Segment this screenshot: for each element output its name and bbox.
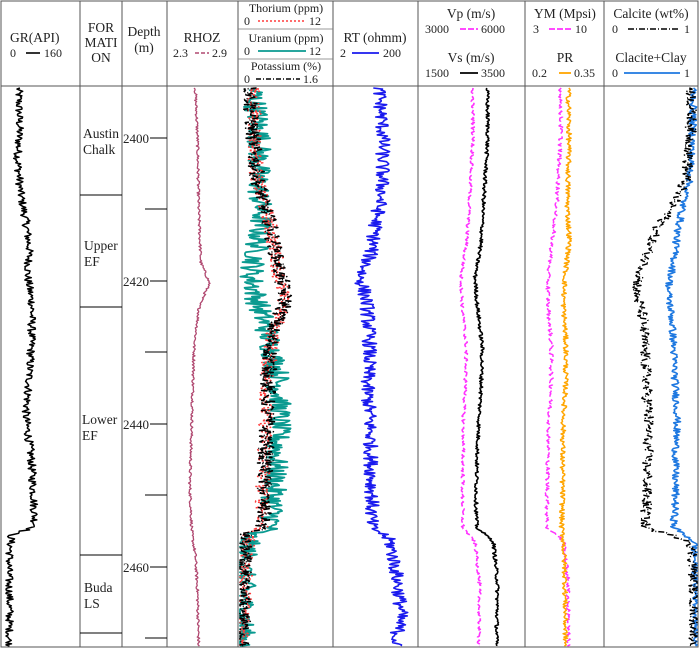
- vp-min: 3000: [425, 22, 449, 36]
- formation-title-line-3: ON: [91, 50, 111, 65]
- calcite-curve: [631, 87, 698, 647]
- formation-buda-ls-line-1: Buda: [84, 580, 113, 595]
- thorium-min: 0: [244, 14, 250, 28]
- formation-austin-chalk-line-1: Austin: [83, 126, 119, 141]
- pr-max: 0.35: [574, 66, 595, 80]
- depth-label-2460: 2460: [123, 560, 149, 575]
- formation-track: Austin Chalk Upper EF Lower EF Buda LS: [80, 126, 122, 634]
- formation-upper-ef-line-2: EF: [84, 254, 100, 269]
- depth-title-line-1: Depth: [128, 24, 161, 39]
- depth-label-2400: 2400: [123, 131, 149, 146]
- pr-title: PR: [557, 50, 574, 65]
- depth-track: 2400 2420 2440 2460: [123, 131, 167, 639]
- calcite-min: 0: [612, 22, 618, 36]
- pr-min: 0.2: [532, 66, 547, 80]
- rt-max: 200: [383, 46, 401, 60]
- ym-max: 10: [575, 22, 587, 36]
- vs-min: 1500: [425, 66, 449, 80]
- pr-curve: [558, 87, 573, 647]
- gr-curve: [5, 87, 39, 647]
- vp-title: Vp (m/s): [447, 6, 495, 21]
- uranium-min: 0: [244, 44, 250, 58]
- formation-title: FOR MATI ON: [85, 20, 119, 65]
- calcite-clay-title: Clacite+Clay: [615, 50, 687, 65]
- vp-max: 6000: [481, 22, 505, 36]
- depth-label-2440: 2440: [123, 417, 149, 432]
- formation-austin-chalk-line-2: Chalk: [83, 142, 115, 157]
- potassium-max: 1.6: [303, 72, 318, 86]
- thorium-title: Thorium (ppm): [249, 1, 323, 15]
- rt-min: 2: [340, 46, 346, 60]
- vs-curve: [472, 87, 500, 647]
- thorium-max: 12: [309, 14, 321, 28]
- rhoz-title: RHOZ: [184, 30, 221, 45]
- vp-curve: [459, 87, 482, 647]
- rhoz-min: 2.3: [173, 46, 188, 60]
- potassium-title: Potassium (%): [251, 59, 321, 73]
- vs-title: Vs (m/s): [448, 50, 495, 65]
- formation-title-line-2: MATI: [85, 35, 119, 50]
- formation-lower-ef-line-2: EF: [82, 428, 98, 443]
- uranium-title: Uranium (ppm): [249, 31, 324, 45]
- formation-title-line-1: FOR: [88, 20, 114, 35]
- depth-title-line-2: (m): [134, 40, 154, 55]
- gr-max: 160: [44, 46, 62, 60]
- rhoz-max: 2.9: [212, 46, 227, 60]
- vs-max: 3500: [481, 66, 505, 80]
- gr-title: GR(API): [10, 30, 60, 45]
- calcite-clay-max: 1: [684, 66, 690, 80]
- calcite-clay-curve: [665, 87, 698, 647]
- calcite-title: Calcite (wt%): [613, 6, 688, 21]
- depth-label-2420: 2420: [123, 274, 149, 289]
- depth-title: Depth (m): [128, 24, 161, 55]
- calcite-max: 1: [684, 22, 690, 36]
- potassium-min: 0: [244, 72, 250, 86]
- calcite-clay-min: 0: [612, 66, 618, 80]
- rt-curve: [354, 87, 409, 647]
- formation-buda-ls-line-2: LS: [84, 596, 100, 611]
- potassium-curve: [239, 87, 293, 647]
- ym-title: YM (Mpsi): [534, 6, 596, 21]
- rhoz-curve: [187, 87, 211, 647]
- gr-min: 0: [10, 46, 16, 60]
- formation-upper-ef-line-1: Upper: [84, 238, 118, 253]
- rt-title: RT (ohmm): [343, 30, 406, 45]
- ym-min: 3: [533, 22, 539, 36]
- uranium-max: 12: [309, 44, 321, 58]
- formation-lower-ef-line-1: Lower: [82, 412, 118, 427]
